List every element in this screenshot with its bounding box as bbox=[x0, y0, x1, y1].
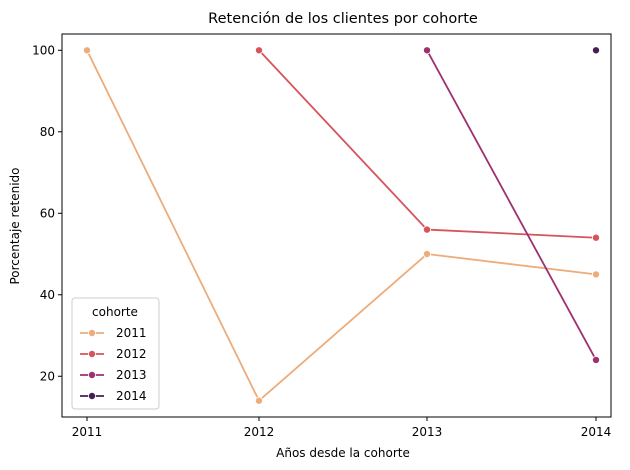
series-2011 bbox=[83, 46, 601, 405]
legend: cohorte 2011 2012 2013 2014 bbox=[71, 297, 160, 410]
legend-marker bbox=[88, 391, 97, 400]
series-2014 bbox=[592, 46, 601, 55]
legend-item: 2014 bbox=[80, 389, 147, 403]
legend-label: 2011 bbox=[116, 326, 147, 340]
y-tick-label: 100 bbox=[32, 43, 55, 57]
y-axis-label: Porcentaje retenido bbox=[8, 167, 22, 284]
data-point bbox=[422, 225, 431, 234]
series-layer bbox=[83, 46, 601, 405]
x-tick-label: 2012 bbox=[244, 425, 275, 439]
legend-label: 2013 bbox=[116, 368, 147, 382]
data-point bbox=[592, 233, 601, 242]
x-axis-label: Años desde la cohorte bbox=[276, 446, 410, 460]
data-point bbox=[592, 46, 601, 55]
y-tick-label: 60 bbox=[40, 206, 55, 220]
data-point bbox=[422, 46, 431, 55]
data-point bbox=[254, 46, 263, 55]
legend-marker bbox=[88, 370, 97, 379]
x-tick-label: 2014 bbox=[581, 425, 612, 439]
plot-frame bbox=[61, 33, 612, 418]
data-point bbox=[592, 270, 601, 279]
data-point bbox=[592, 355, 601, 364]
y-tick-label: 80 bbox=[40, 125, 55, 139]
data-point bbox=[254, 396, 263, 405]
legend-box bbox=[71, 297, 160, 410]
x-axis: 2011 2012 2013 2014 bbox=[72, 417, 612, 439]
legend-marker bbox=[88, 349, 97, 358]
legend-label: 2012 bbox=[116, 347, 147, 361]
data-point bbox=[422, 250, 431, 259]
series-line bbox=[86, 49, 597, 403]
x-tick-label: 2011 bbox=[72, 425, 103, 439]
y-tick-label: 20 bbox=[40, 369, 55, 383]
series-2013 bbox=[422, 46, 601, 364]
legend-title: cohorte bbox=[92, 305, 138, 319]
chart-title: Retención de los clientes por cohorte bbox=[208, 11, 478, 27]
y-axis: 20 40 60 80 100 bbox=[32, 43, 62, 383]
legend-item: 2012 bbox=[80, 347, 147, 361]
legend-marker bbox=[88, 328, 97, 337]
legend-items: 2011 2012 2013 2014 bbox=[80, 326, 147, 403]
legend-item: 2013 bbox=[80, 368, 147, 382]
legend-item: 2011 bbox=[80, 326, 147, 340]
data-point bbox=[83, 46, 92, 55]
x-tick-label: 2013 bbox=[412, 425, 443, 439]
series-line bbox=[426, 49, 597, 361]
legend-label: 2014 bbox=[116, 389, 147, 403]
series-line bbox=[258, 49, 597, 239]
series-2012 bbox=[254, 46, 601, 242]
y-tick-label: 40 bbox=[40, 288, 55, 302]
